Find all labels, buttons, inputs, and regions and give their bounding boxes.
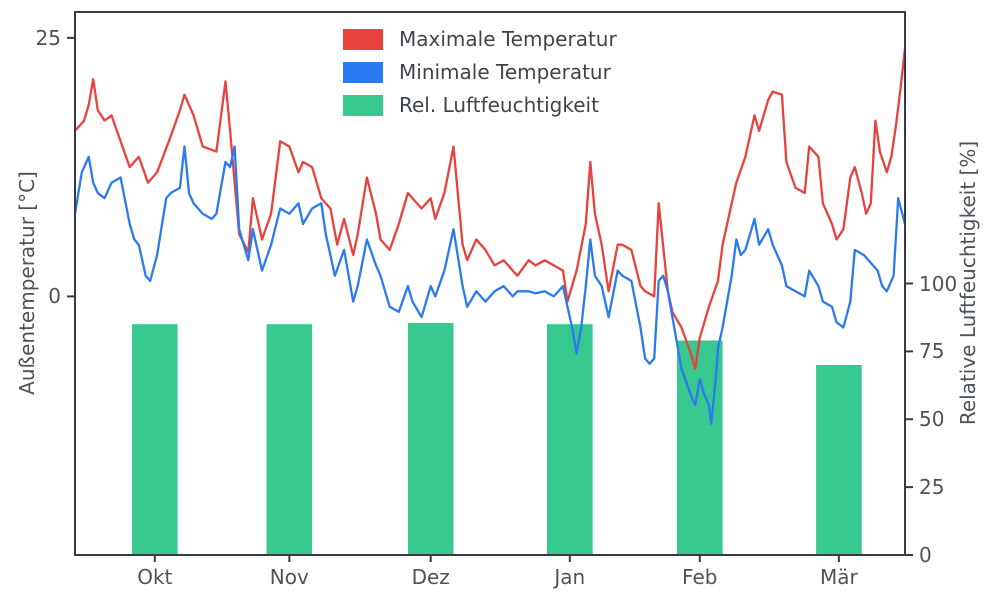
right-axis-tick-label: 50 — [919, 407, 945, 432]
legend-label-max-temp: Maximale Temperatur — [399, 27, 617, 51]
legend-swatch-humidity-icon — [343, 94, 383, 116]
x-axis-tick-label: Jan — [554, 565, 586, 589]
x-axis-tick-label: Okt — [137, 565, 173, 589]
legend-entry-min-temp: Minimale Temperatur — [343, 61, 617, 83]
min-temp-line — [73, 145, 907, 425]
legend: Maximale Temperatur Minimale Temperatur … — [343, 28, 617, 127]
x-axis-tick-label: Mär — [819, 565, 858, 589]
humidity-bar — [407, 322, 454, 555]
legend-swatch-min-temp-icon — [343, 61, 383, 83]
right-axis-tick-label: 75 — [919, 339, 945, 364]
legend-label-min-temp: Minimale Temperatur — [399, 60, 611, 84]
humidity-bar — [547, 324, 593, 555]
humidity-bar — [816, 365, 862, 555]
right-axis-tick-label: 100 — [919, 271, 958, 296]
right-axis-title: Relative Luftfeuchtigkeit [%] — [956, 140, 980, 426]
x-axis-tick-label: Nov — [269, 565, 309, 589]
legend-entry-max-temp: Maximale Temperatur — [343, 28, 617, 50]
legend-swatch-max-temp-icon — [343, 28, 383, 50]
legend-entry-humidity: Rel. Luftfeuchtigkeit — [343, 94, 617, 116]
humidity-bar — [266, 324, 313, 555]
right-axis-tick-label: 0 — [919, 543, 932, 567]
left-axis-tick-label: 0 — [48, 284, 61, 309]
left-axis-tick-label: 25 — [35, 25, 61, 50]
max-temp-line — [73, 47, 907, 370]
x-axis-tick-label: Feb — [682, 565, 718, 589]
legend-label-humidity: Rel. Luftfeuchtigkeit — [399, 93, 599, 117]
humidity-bar — [132, 324, 178, 555]
right-axis-tick-label: 25 — [919, 475, 945, 500]
x-axis-tick-label: Dez — [411, 565, 450, 589]
